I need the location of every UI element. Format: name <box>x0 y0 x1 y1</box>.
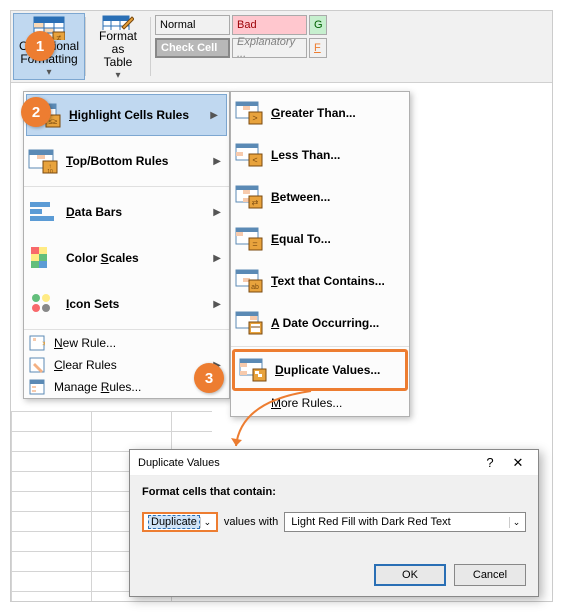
submenu-equal-to[interactable]: = Equal To... <box>231 218 409 260</box>
style-good[interactable]: G <box>309 15 327 35</box>
submenu-between[interactable]: ⇄ Between... <box>231 176 409 218</box>
menu-label: Less Than... <box>271 148 401 162</box>
icon-sets-icon <box>28 290 58 318</box>
menu-separator <box>24 186 229 187</box>
submenu-date-occurring[interactable]: A Date Occurring... <box>231 302 409 344</box>
style-check-cell[interactable]: Check Cell <box>155 38 230 58</box>
callout-highlight-box: Duplicate Values... <box>232 349 408 391</box>
duplicate-values-icon <box>239 357 267 383</box>
submenu-arrow-icon: ▶ <box>213 207 221 218</box>
screenshot-frame: ≠ Conditional Formatting ▾ Format as Tab… <box>10 10 553 602</box>
svg-text:10: 10 <box>47 169 53 175</box>
equal-to-icon: = <box>235 226 263 252</box>
style-explanatory[interactable]: Explanatory ... <box>232 38 307 58</box>
menu-top-bottom-rules[interactable]: ↑10 Top/Bottom Rules ▶ <box>24 138 229 184</box>
dropdown-arrow-icon: ⌄ <box>200 517 214 528</box>
submenu-arrow-icon: ▶ <box>213 299 221 310</box>
menu-label: Equal To... <box>271 232 401 246</box>
conditional-formatting-menu: ≤≥ Highlight Cells Rules ▶ ↑10 Top/Botto… <box>23 91 230 399</box>
duplicate-values-dialog: Duplicate Values ? ✕ Format cells that c… <box>129 449 539 597</box>
menu-separator <box>24 329 229 330</box>
menu-label: Data Bars <box>66 205 205 219</box>
cancel-button[interactable]: Cancel <box>454 564 526 586</box>
svg-text:>: > <box>252 113 257 123</box>
help-button[interactable]: ? <box>476 455 504 470</box>
less-than-icon: < <box>235 142 263 168</box>
greater-than-icon: > <box>235 100 263 126</box>
menu-label: More Rules... <box>271 396 342 410</box>
submenu-greater-than[interactable]: > Greater Than... <box>231 92 409 134</box>
menu-label: Color Scales <box>66 251 205 265</box>
svg-text:=: = <box>252 239 257 249</box>
menu-data-bars[interactable]: Data Bars ▶ <box>24 189 229 235</box>
style-bad[interactable]: Bad <box>232 15 307 35</box>
format-as-table-icon <box>102 13 134 30</box>
top-bottom-icon: ↑10 <box>28 147 58 175</box>
dialog-buttons: OK Cancel <box>374 564 526 586</box>
values-with-label: values with <box>224 516 278 528</box>
dialog-titlebar: Duplicate Values ? ✕ <box>130 450 538 476</box>
ok-button[interactable]: OK <box>374 564 446 586</box>
data-bars-icon <box>28 198 58 226</box>
dialog-body: Format cells that contain: Duplicate ⌄ v… <box>130 476 538 596</box>
dialog-title: Duplicate Values <box>138 457 476 469</box>
close-button[interactable]: ✕ <box>504 455 532 471</box>
submenu-less-than[interactable]: < Less Than... <box>231 134 409 176</box>
combo-value: Light Red Fill with Dark Red Text <box>289 516 509 528</box>
menu-separator <box>231 346 409 347</box>
svg-text:ab: ab <box>251 284 259 291</box>
color-scales-icon <box>28 244 58 272</box>
submenu-duplicate-values[interactable]: Duplicate Values... <box>235 352 405 388</box>
cell-styles-gallery[interactable]: Normal Bad G Check Cell Explanatory ... … <box>151 11 552 82</box>
menu-label: Manage Rules... <box>54 380 141 394</box>
style-followed[interactable]: F <box>309 38 327 58</box>
menu-label: Highlight Cells Rules <box>69 108 202 122</box>
submenu-more-rules[interactable]: More Rules... <box>231 392 409 414</box>
duplicate-unique-combo[interactable]: Duplicate ⌄ <box>142 512 218 532</box>
clear-rules-icon <box>28 357 46 373</box>
dropdown-arrow-icon: ⌄ <box>509 517 523 528</box>
menu-label: Between... <box>271 190 401 204</box>
text-contains-icon: ab <box>235 268 263 294</box>
manage-rules-icon <box>28 379 46 395</box>
menu-label: Icon Sets <box>66 297 205 311</box>
format-as-table-label: Format as Table <box>92 30 144 69</box>
callout-badge-3: 3 <box>194 363 224 393</box>
dialog-header-text: Format cells that contain: <box>142 486 526 498</box>
dropdown-arrow-icon: ▾ <box>46 66 51 79</box>
ribbon: ≠ Conditional Formatting ▾ Format as Tab… <box>11 11 552 83</box>
highlight-cells-submenu: > Greater Than... < Less Than... ⇄ Betwe… <box>230 91 410 417</box>
svg-text:⇄: ⇄ <box>252 198 259 207</box>
menu-label: A Date Occurring... <box>271 316 401 330</box>
submenu-arrow-icon: ▶ <box>210 110 218 121</box>
format-as-table-button[interactable]: Format as Table ▾ <box>86 11 150 82</box>
between-icon: ⇄ <box>235 184 263 210</box>
menu-label: Clear Rules <box>54 358 205 372</box>
svg-text:<: < <box>252 155 257 165</box>
combo-value: Duplicate <box>148 515 200 529</box>
menu-label: Duplicate Values... <box>275 363 397 377</box>
date-occurring-icon <box>235 310 263 336</box>
menu-color-scales[interactable]: Color Scales ▶ <box>24 235 229 281</box>
callout-badge-2: 2 <box>21 97 51 127</box>
callout-badge-1: 1 <box>25 31 55 61</box>
dialog-field-row: Duplicate ⌄ values with Light Red Fill w… <box>142 512 526 532</box>
submenu-text-contains[interactable]: ab Text that Contains... <box>231 260 409 302</box>
format-combo[interactable]: Light Red Fill with Dark Red Text ⌄ <box>284 512 526 532</box>
submenu-arrow-icon: ▶ <box>213 156 221 167</box>
menu-new-rule[interactable]: ✶ New Rule... <box>24 332 229 354</box>
new-rule-icon: ✶ <box>28 335 46 351</box>
style-normal[interactable]: Normal <box>155 15 230 35</box>
menu-label: Top/Bottom Rules <box>66 154 205 168</box>
menu-label: Text that Contains... <box>271 274 401 288</box>
menu-icon-sets[interactable]: Icon Sets ▶ <box>24 281 229 327</box>
dropdown-arrow-icon: ▾ <box>115 69 120 82</box>
menu-label: Greater Than... <box>271 106 401 120</box>
menu-label: New Rule... <box>54 336 116 350</box>
submenu-arrow-icon: ▶ <box>213 253 221 264</box>
svg-text:✶: ✶ <box>41 339 45 350</box>
